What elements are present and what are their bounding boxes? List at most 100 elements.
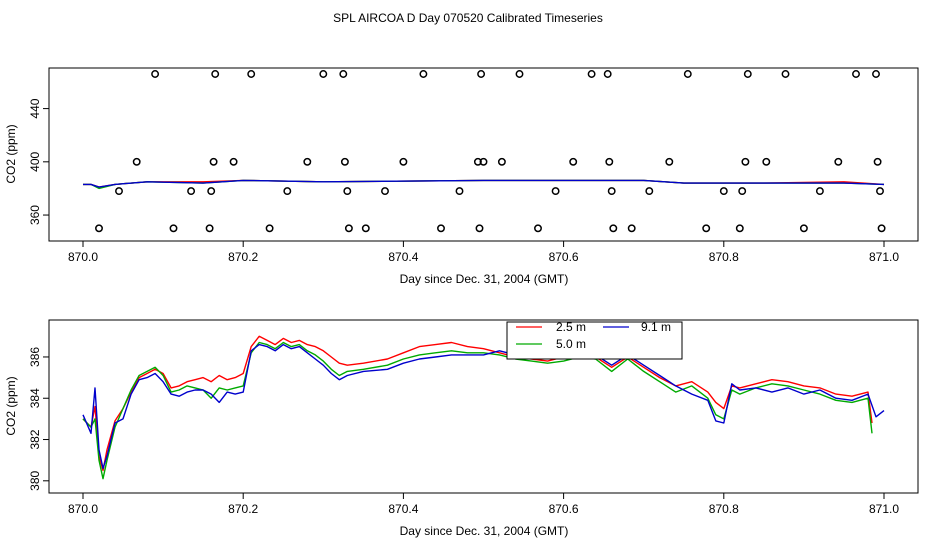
bottom-y-tick-label: 386: [28, 347, 42, 367]
top-marker-point: [603, 70, 612, 78]
top-x-tick-label: 871.0: [869, 250, 899, 264]
legend-box: [506, 321, 683, 360]
top-plot-frame: [48, 67, 919, 242]
top-marker-point: [702, 224, 711, 233]
bottom-x-tick-label: 870.2: [228, 502, 258, 516]
bottom-series-group: [82, 335, 885, 480]
top-x-axis: 870.0 870.2 870.4 870.6 870.8 871.0: [68, 241, 899, 264]
bottom-x-tick-label: 870.4: [388, 502, 418, 516]
top-marker-point: [609, 224, 618, 233]
top-marker-point: [645, 187, 654, 196]
top-y-axis: 360 400 440: [28, 98, 49, 225]
top-marker-point: [115, 187, 123, 196]
top-marker-point: [497, 157, 506, 166]
legend-label-2-5m: 2.5 m: [556, 320, 586, 334]
top-marker-point: [852, 70, 860, 78]
top-marker-point: [781, 70, 790, 78]
top-marker-point: [247, 70, 256, 78]
top-x-tick-label: 870.4: [388, 250, 418, 264]
top-marker-point: [477, 70, 486, 78]
top-x-tick-label: 870.6: [549, 250, 579, 264]
top-series-9-1-m: [83, 179, 885, 188]
bottom-series-2-5-m: [82, 335, 873, 472]
top-marker-point: [735, 224, 744, 233]
bottom-y-axis-label: CO2 (ppm): [4, 376, 18, 435]
top-marker-point: [587, 70, 596, 78]
bottom-x-tick-label: 870.6: [549, 502, 579, 516]
top-marker-point: [437, 224, 445, 233]
top-marker-point: [455, 187, 464, 196]
top-marker-point: [399, 157, 408, 166]
bottom-y-tick-label: 382: [28, 429, 42, 449]
top-marker-point: [762, 157, 771, 166]
top-marker-point: [283, 187, 292, 196]
top-marker-point: [211, 70, 220, 78]
top-marker-point: [381, 187, 389, 196]
top-marker-point: [339, 70, 348, 78]
bottom-series-9-1-m: [82, 343, 885, 470]
legend: 2.5 m 9.1 m 5.0 m: [506, 320, 683, 360]
top-marker-point: [665, 157, 674, 166]
top-marker-point: [187, 187, 196, 196]
top-marker-point: [815, 187, 824, 196]
top-y-tick-label: 400: [28, 151, 42, 171]
bottom-y-axis: 380 382 384 386: [28, 347, 49, 491]
top-markers-group: [95, 70, 886, 233]
top-series-group: [83, 179, 885, 190]
top-marker-point: [265, 224, 274, 233]
top-y-tick-label: 360: [28, 205, 42, 225]
top-marker-point: [361, 224, 370, 233]
top-marker-point: [205, 224, 214, 233]
bottom-x-axis: 870.0 870.2 870.4 870.6 870.8 871.0: [68, 493, 899, 516]
bottom-y-tick-label: 380: [28, 470, 42, 490]
top-marker-point: [343, 187, 352, 196]
top-marker-point: [479, 157, 488, 166]
top-marker-point: [207, 187, 216, 196]
top-marker-point: [743, 70, 752, 78]
legend-label-9-1m: 9.1 m: [641, 320, 671, 334]
top-marker-point: [95, 224, 103, 233]
top-marker-point: [419, 70, 428, 78]
top-marker-point: [799, 224, 808, 233]
top-marker-point: [229, 157, 238, 166]
top-marker-point: [344, 224, 353, 233]
top-marker-point: [151, 70, 160, 78]
top-marker-point: [534, 224, 542, 233]
top-marker-point: [834, 157, 843, 166]
top-panel: 870.0 870.2 870.4 870.6 870.8 871.0 360 400 440…: [4, 67, 919, 286]
bottom-x-axis-label: Day since Dec. 31, 2004 (GMT): [400, 524, 569, 538]
top-marker-point: [741, 157, 750, 166]
top-marker-point: [872, 70, 880, 78]
top-marker-point: [132, 157, 141, 166]
bottom-panel: 870.0 870.2 870.4 870.6 870.8 871.0 380 382 384…: [4, 319, 919, 538]
top-marker-point: [551, 187, 560, 196]
top-marker-point: [605, 157, 614, 166]
top-x-tick-label: 870.0: [68, 250, 98, 264]
top-x-tick-label: 870.8: [709, 250, 739, 264]
top-marker-point: [303, 157, 312, 166]
bottom-x-tick-label: 870.8: [709, 502, 739, 516]
top-marker-point: [738, 187, 747, 196]
bottom-series-5-0-m: [82, 341, 873, 480]
top-marker-point: [683, 70, 692, 78]
top-y-tick-label: 440: [28, 98, 42, 118]
top-marker-point: [569, 157, 578, 166]
top-marker-point: [169, 224, 178, 233]
top-marker-point: [340, 157, 349, 166]
top-marker-point: [515, 70, 524, 78]
page-title: SPL AIRCOA D Day 070520 Calibrated Times…: [333, 11, 603, 25]
top-x-tick-label: 870.2: [228, 250, 258, 264]
top-x-axis-label: Day since Dec. 31, 2004 (GMT): [400, 272, 569, 286]
top-y-axis-label: CO2 (ppm): [4, 124, 18, 183]
top-marker-point: [719, 187, 728, 196]
bottom-y-tick-label: 384: [28, 388, 42, 408]
top-marker-point: [627, 224, 636, 233]
legend-label-5-0m: 5.0 m: [556, 337, 586, 351]
bottom-x-tick-label: 870.0: [68, 502, 98, 516]
top-marker-point: [873, 157, 882, 166]
bottom-x-tick-label: 871.0: [869, 502, 899, 516]
top-marker-point: [319, 70, 328, 78]
top-marker-point: [473, 157, 482, 166]
top-marker-point: [607, 187, 616, 196]
